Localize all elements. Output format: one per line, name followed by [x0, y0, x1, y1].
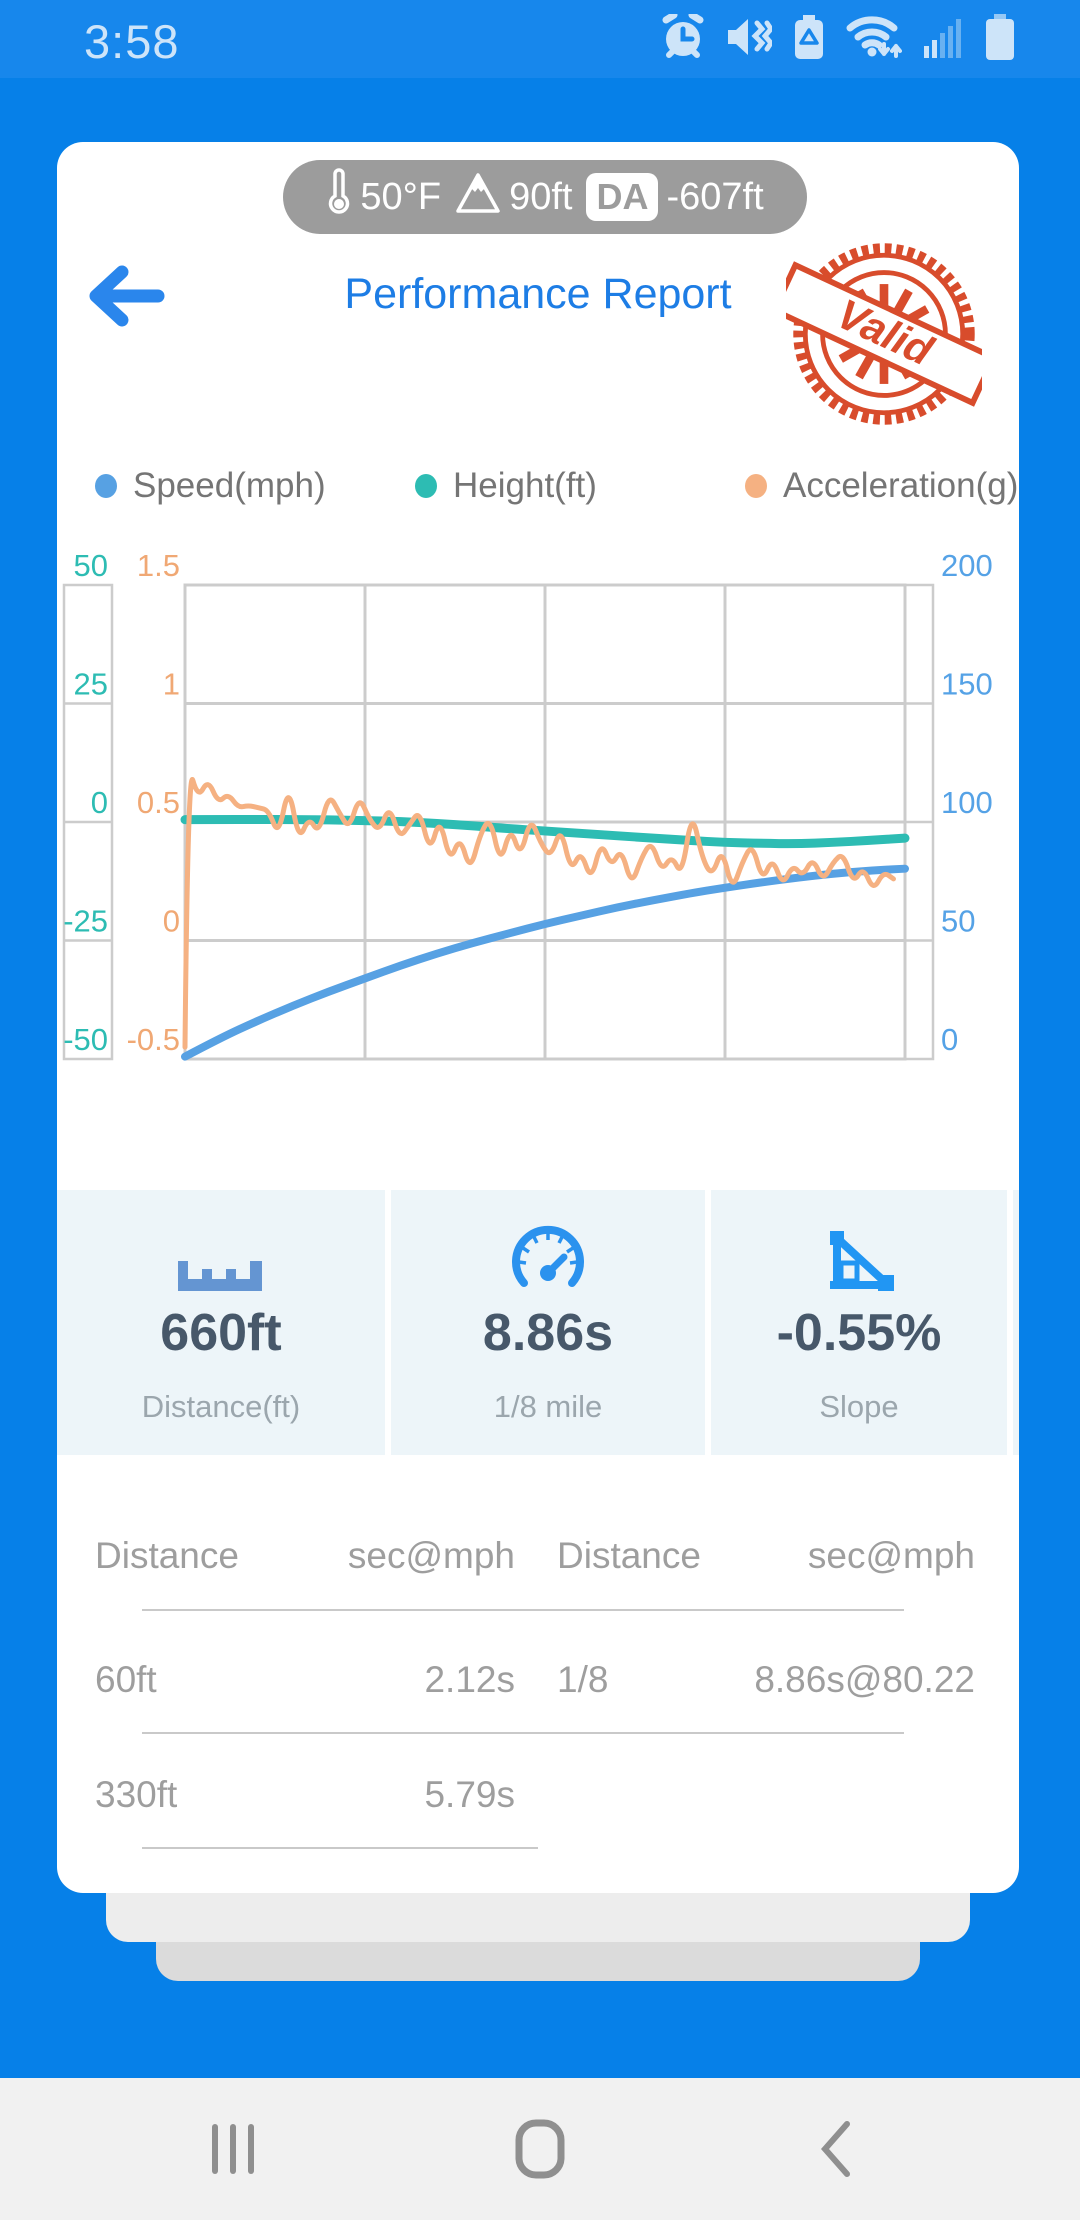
conditions-pill[interactable]: 50°F 90ft DA -607ft — [283, 160, 807, 234]
svg-text:0: 0 — [163, 904, 180, 939]
stat-eighth-mile: 8.86s 1/8 mile — [391, 1190, 705, 1455]
alarm-icon — [662, 11, 704, 65]
table-row: 330ft 5.79s — [57, 1749, 1019, 1841]
header-distance-2: Distance — [557, 1535, 701, 1576]
header-distance-1: Distance — [95, 1535, 239, 1576]
row-60ft-label: 60ft — [95, 1659, 157, 1700]
slope-icon — [822, 1221, 896, 1293]
battery-icon — [986, 13, 1014, 65]
back-nav-button[interactable] — [775, 2089, 895, 2209]
speed-legend-label: Speed(mph) — [133, 466, 326, 505]
acceleration-legend-label: Acceleration(g) — [783, 466, 1019, 505]
slope-label: Slope — [819, 1388, 899, 1424]
table-divider — [142, 1609, 904, 1611]
row-330ft-label: 330ft — [95, 1774, 178, 1815]
svg-text:200: 200 — [941, 548, 993, 583]
row-eighth-value: 8.86s@80.22 — [754, 1659, 975, 1700]
header-secmph-2: sec@mph — [807, 1535, 975, 1576]
home-button[interactable] — [480, 2089, 600, 2209]
distance-value: 660ft — [160, 1303, 282, 1362]
table-header-row: Distance sec@mph Distance sec@mph — [57, 1510, 1019, 1602]
svg-text:100: 100 — [941, 785, 993, 820]
svg-text:25: 25 — [74, 667, 108, 702]
svg-text:-50: -50 — [63, 1022, 108, 1057]
svg-text:50: 50 — [74, 548, 108, 583]
height-legend-dot — [415, 474, 437, 498]
performance-chart: 50 25 0 -25 -50 1.5 1 0.5 0 -0.5 200 150 100 50 0 — [57, 540, 1019, 1110]
signal-icon — [924, 16, 964, 63]
height-legend-label: Height(ft) — [453, 466, 597, 505]
elevation-value: 90ft — [509, 175, 573, 218]
acceleration-legend-dot — [745, 474, 767, 498]
speed-legend-dot — [95, 474, 117, 498]
legend-item-speed[interactable]: Speed(mph) — [95, 466, 326, 506]
status-time: 3:58 — [84, 15, 180, 68]
svg-text:1: 1 — [163, 667, 180, 702]
table-row: 60ft 2.12s 1/8 8.86s@80.22 — [57, 1634, 1019, 1726]
svg-text:0: 0 — [91, 785, 108, 820]
eighth-mile-value: 8.86s — [482, 1303, 614, 1362]
slope-value: -0.55% — [776, 1303, 942, 1362]
thermometer-icon — [326, 168, 352, 226]
stacked-sheet-back — [106, 1893, 970, 1942]
home-icon — [515, 2119, 565, 2179]
header-secmph-1: sec@mph — [347, 1535, 515, 1576]
legend-item-acceleration[interactable]: Acceleration(g) — [745, 466, 1018, 506]
stacked-sheet-backer — [156, 1942, 920, 1981]
page-title: Performance Report — [344, 270, 732, 318]
svg-text:150: 150 — [941, 667, 993, 702]
svg-text:-0.5: -0.5 — [127, 1022, 180, 1057]
wifi-icon — [846, 14, 902, 65]
row-eighth-label: 1/8 — [557, 1659, 609, 1700]
vibrate-mute-icon — [726, 15, 775, 64]
da-value: -607ft — [666, 175, 764, 218]
status-icons — [662, 11, 1014, 65]
chart-legend: Speed(mph) Height(ft) Acceleration(g) — [57, 458, 1019, 514]
status-bar: 3:58 — [0, 0, 1080, 78]
stat-slope: -0.55% Slope — [711, 1190, 1007, 1455]
row-60ft-value: 2.12s — [424, 1659, 515, 1700]
eighth-mile-label: 1/8 mile — [493, 1388, 603, 1424]
stat-distance: 660ft Distance(ft) — [57, 1190, 385, 1455]
table-divider — [142, 1732, 904, 1734]
table-divider — [142, 1847, 538, 1849]
ruler-icon — [176, 1221, 266, 1293]
back-icon — [821, 2121, 850, 2177]
svg-text:50: 50 — [941, 904, 975, 939]
stat-next-cell-peek[interactable] — [1013, 1190, 1019, 1455]
valid-stamp: Valid — [770, 238, 998, 430]
stats-row: 660ft Distance(ft) — [57, 1190, 1019, 1455]
density-altitude-segment: DA -607ft — [586, 173, 764, 221]
navigation-bar — [0, 2078, 1080, 2220]
back-button[interactable] — [82, 258, 166, 334]
temperature-segment: 50°F — [326, 168, 441, 226]
speedometer-icon — [510, 1221, 586, 1293]
recent-apps-icon — [212, 2124, 254, 2174]
da-badge: DA — [586, 173, 659, 221]
svg-text:0: 0 — [941, 1022, 958, 1057]
elevation-segment: 90ft — [455, 171, 572, 223]
svg-text:1.5: 1.5 — [137, 548, 180, 583]
svg-text:0.5: 0.5 — [137, 785, 180, 820]
battery-saver-icon — [794, 14, 824, 64]
mountain-icon — [455, 171, 501, 223]
svg-text:-25: -25 — [63, 904, 108, 939]
temperature-value: 50°F — [360, 175, 442, 218]
row-330ft-value: 5.79s — [424, 1774, 515, 1815]
report-card: 50°F 90ft DA -607ft Performance — [57, 142, 1019, 1893]
legend-item-height[interactable]: Height(ft) — [415, 466, 597, 506]
distance-label: Distance(ft) — [141, 1388, 301, 1424]
recent-apps-button[interactable] — [173, 2089, 293, 2209]
